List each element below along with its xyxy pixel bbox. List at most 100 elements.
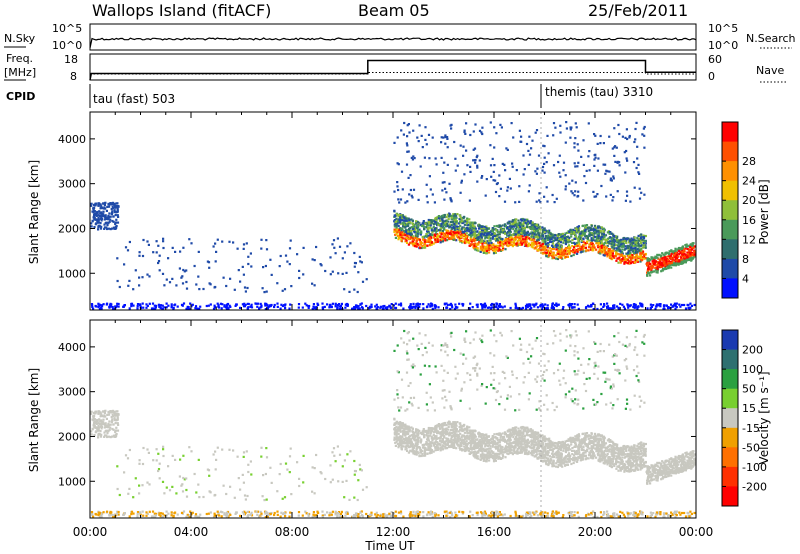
echo-cell xyxy=(448,213,451,216)
echo-cell xyxy=(577,229,580,232)
echo-cell xyxy=(478,129,482,132)
echo-cell xyxy=(562,169,565,172)
echo-cell xyxy=(411,219,414,222)
echo-cell xyxy=(517,226,521,229)
echo-cell xyxy=(485,252,488,255)
echo-cell xyxy=(196,307,199,310)
echo-cell xyxy=(94,304,97,308)
echo-cell xyxy=(639,510,642,513)
echo-cell xyxy=(459,144,462,147)
echo-cell xyxy=(446,239,449,242)
echo-cell xyxy=(666,255,669,258)
echo-cell xyxy=(106,221,109,224)
echo-cell xyxy=(586,236,590,239)
echo-cell xyxy=(577,225,580,228)
echo-cell xyxy=(576,165,579,168)
echo-cell xyxy=(527,233,531,236)
echo-cell xyxy=(158,512,161,515)
echo-cell xyxy=(344,303,347,306)
echo-cell xyxy=(631,257,634,260)
echo-cell xyxy=(393,230,396,233)
echo-cell xyxy=(409,188,412,192)
echo-cell xyxy=(453,307,457,311)
echo-cell xyxy=(513,222,516,225)
echo-cell xyxy=(446,213,449,216)
echo-cell xyxy=(399,222,402,225)
echo-cell xyxy=(675,253,678,257)
echo-cell xyxy=(610,515,613,518)
echo-cell xyxy=(289,511,292,514)
echo-cell xyxy=(681,245,684,248)
echo-cell xyxy=(361,280,365,283)
echo-cell xyxy=(690,243,693,246)
echo-cell xyxy=(577,238,580,241)
echo-cell xyxy=(515,228,518,231)
echo-cell xyxy=(670,303,673,306)
echo-cell xyxy=(588,226,591,229)
echo-cell xyxy=(448,215,451,218)
echo-cell xyxy=(506,227,509,230)
echo-cell xyxy=(573,251,576,254)
echo-cell xyxy=(410,218,413,221)
echo-cell xyxy=(416,242,419,245)
echo-cell xyxy=(146,240,149,243)
echo-cell xyxy=(592,249,595,252)
echo-cell xyxy=(161,272,165,275)
echo-cell xyxy=(671,261,674,264)
echo-cell xyxy=(508,222,511,225)
echo-cell xyxy=(468,199,471,202)
echo-cell xyxy=(436,224,439,227)
echo-cell xyxy=(399,302,403,305)
nsky-panel: N.Sky 10^5 10^0 10^5 10^0 N.Search xyxy=(4,22,796,52)
echo-cell xyxy=(411,226,414,229)
echo-cell xyxy=(407,123,410,126)
echo-cell xyxy=(575,241,578,245)
echo-cell xyxy=(582,240,585,243)
echo-cell xyxy=(167,257,170,260)
echo-cell xyxy=(618,256,621,259)
echo-cell xyxy=(634,514,637,517)
echo-cell xyxy=(625,238,629,241)
echo-cell xyxy=(680,247,683,250)
echo-cell xyxy=(443,181,446,184)
echo-cell xyxy=(427,227,430,230)
echo-cell xyxy=(638,237,641,240)
echo-cell xyxy=(585,249,588,252)
echo-cell xyxy=(568,236,571,239)
echo-cell xyxy=(109,215,112,218)
echo-cell xyxy=(98,515,101,519)
echo-cell xyxy=(640,252,643,255)
echo-cell xyxy=(395,213,398,216)
echo-cell xyxy=(635,253,638,256)
echo-cell xyxy=(540,303,543,306)
echo-cell xyxy=(388,304,391,307)
echo-cell xyxy=(397,511,400,514)
echo-cell xyxy=(662,304,666,307)
echo-cell xyxy=(668,264,671,267)
echo-cell xyxy=(279,254,282,258)
echo-cell xyxy=(498,233,501,236)
echo-cell xyxy=(185,280,188,284)
echo-cell xyxy=(256,513,259,516)
echo-cell xyxy=(603,254,606,257)
echo-cell xyxy=(564,185,567,188)
echo-cell xyxy=(165,306,168,309)
echo-cell xyxy=(99,212,102,215)
echo-cell xyxy=(602,227,605,230)
echo-cell xyxy=(437,234,440,237)
echo-cell xyxy=(478,225,481,228)
echo-cell xyxy=(145,514,148,517)
echo-cell xyxy=(455,514,458,517)
echo-cell xyxy=(116,221,120,224)
echo-cell xyxy=(297,514,300,517)
echo-cell xyxy=(513,240,516,243)
echo-cell xyxy=(316,510,319,513)
echo-cell xyxy=(433,222,437,225)
echo-cell xyxy=(472,148,475,151)
echo-cell xyxy=(628,238,631,241)
echo-cell xyxy=(559,240,562,243)
echo-cell xyxy=(259,302,262,305)
echo-cell xyxy=(599,142,602,145)
echo-cell xyxy=(336,237,339,240)
echo-cell xyxy=(206,260,209,263)
